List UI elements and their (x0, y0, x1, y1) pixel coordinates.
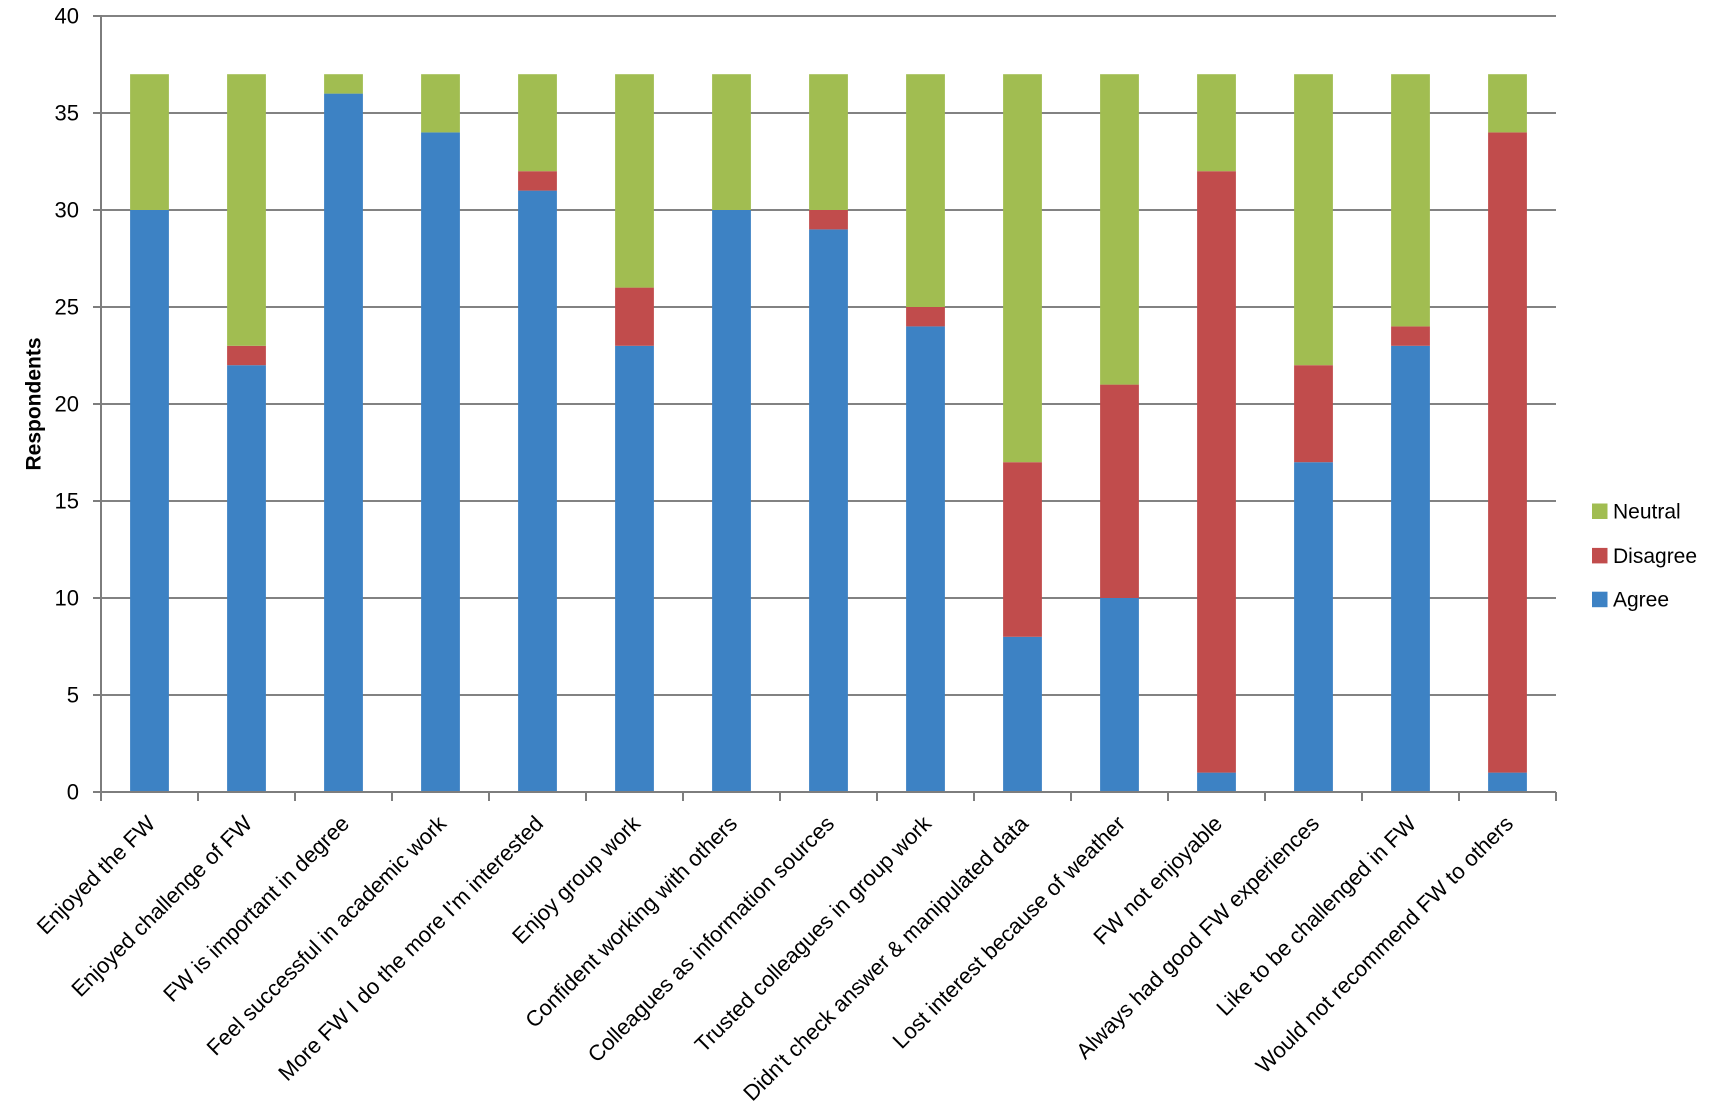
svg-text:5: 5 (67, 683, 79, 708)
svg-text:Neutral: Neutral (1613, 501, 1681, 524)
svg-text:15: 15 (55, 489, 79, 514)
svg-text:35: 35 (55, 101, 79, 126)
svg-text:25: 25 (55, 295, 79, 320)
svg-text:20: 20 (55, 392, 79, 417)
svg-text:Disagree: Disagree (1613, 545, 1697, 568)
svg-text:40: 40 (55, 4, 79, 29)
svg-text:Respondents: Respondents (23, 337, 46, 470)
svg-text:10: 10 (55, 586, 79, 611)
svg-text:0: 0 (67, 780, 79, 805)
svg-text:30: 30 (55, 198, 79, 223)
svg-text:Agree: Agree (1613, 589, 1669, 612)
